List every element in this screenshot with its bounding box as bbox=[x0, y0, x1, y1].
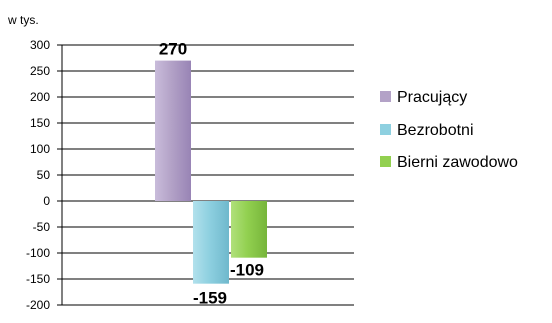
y-tick-label: 0 bbox=[43, 194, 50, 208]
y-tick-label: 100 bbox=[30, 142, 50, 156]
legend-label-0: Pracujący bbox=[397, 89, 467, 106]
legend-swatch-2 bbox=[380, 156, 391, 167]
y-tick-label: 300 bbox=[30, 38, 50, 52]
unit-label: w tys. bbox=[7, 13, 39, 27]
bar-2 bbox=[231, 201, 267, 258]
data-label-1: -159 bbox=[193, 289, 227, 308]
legend-label-2: Bierni zawodowo bbox=[397, 154, 518, 171]
y-tick-label: 50 bbox=[37, 168, 51, 182]
data-label-0: 270 bbox=[159, 40, 187, 59]
y-tick-label: -150 bbox=[26, 272, 50, 286]
y-tick-label: 150 bbox=[30, 116, 50, 130]
legend-swatch-0 bbox=[380, 91, 391, 102]
bar-0 bbox=[155, 60, 191, 201]
bar-1 bbox=[193, 201, 229, 284]
y-tick-label: 250 bbox=[30, 64, 50, 78]
legend-label-1: Bezrobotni bbox=[397, 122, 474, 139]
y-tick-label: -50 bbox=[33, 220, 51, 234]
data-label-2: -109 bbox=[230, 261, 264, 280]
y-tick-label: -100 bbox=[26, 246, 50, 260]
y-tick-label: 200 bbox=[30, 90, 50, 104]
legend-swatch-1 bbox=[380, 124, 391, 135]
y-tick-label: -200 bbox=[26, 298, 50, 312]
